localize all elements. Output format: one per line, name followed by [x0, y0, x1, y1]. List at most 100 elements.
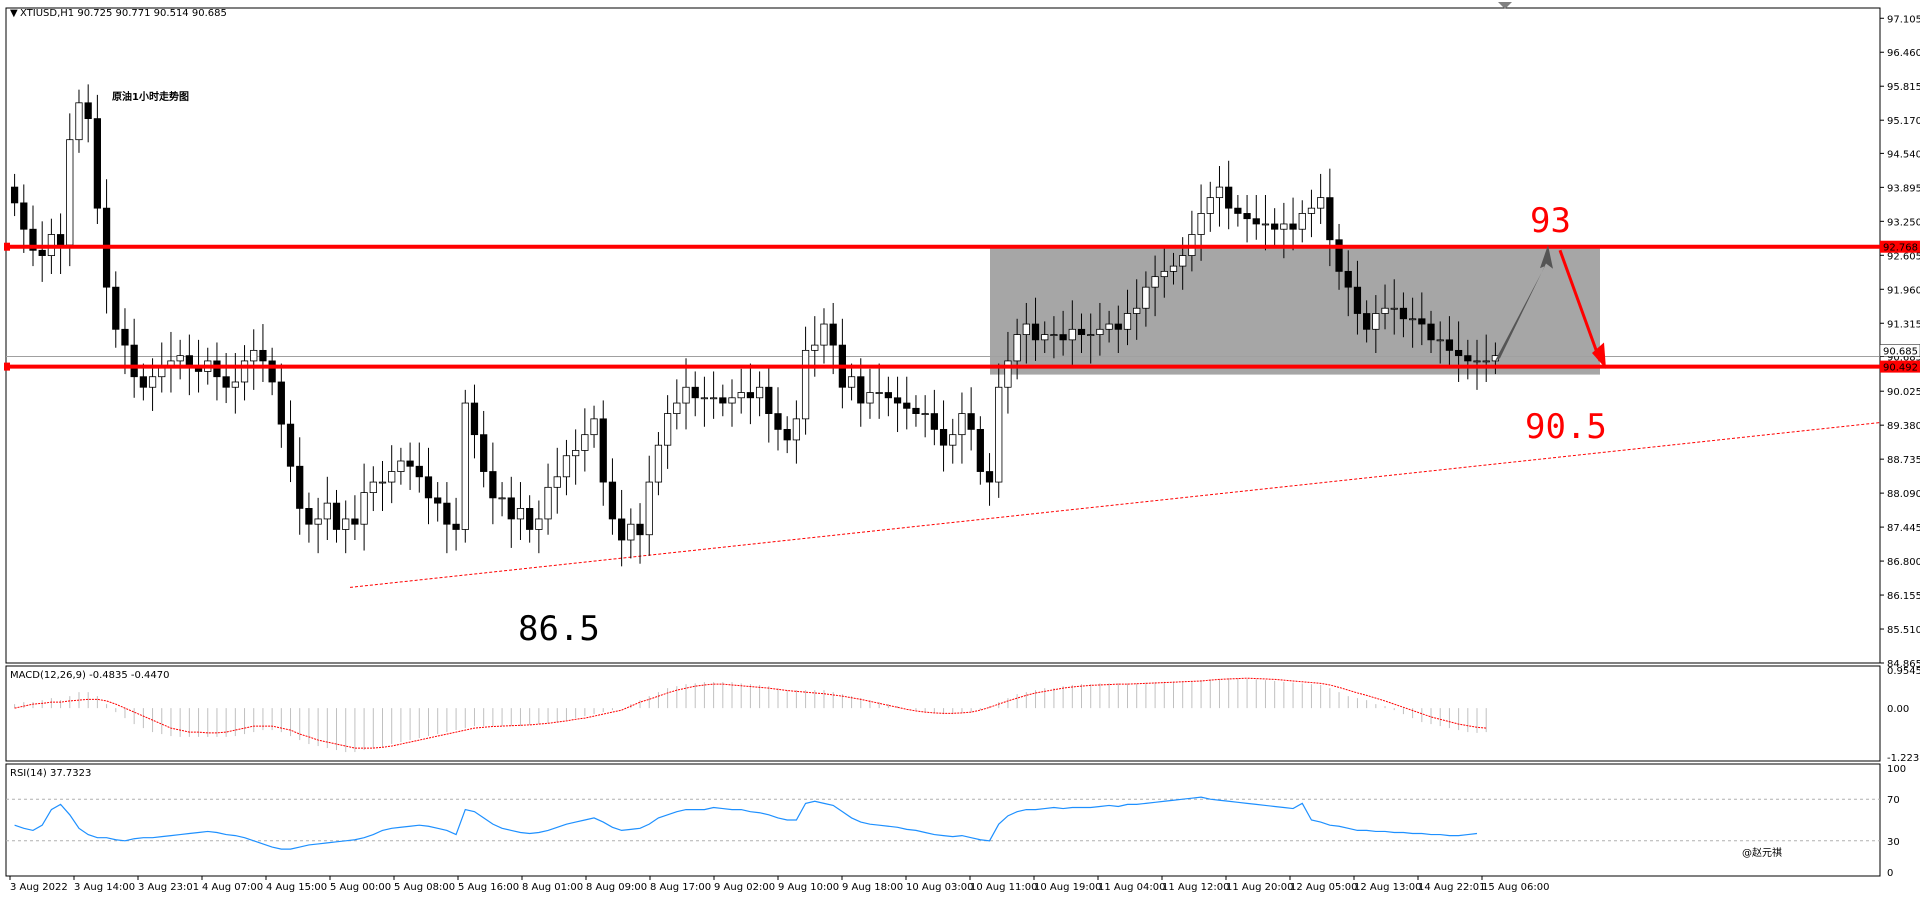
- current-price-tag-label: 90.685: [1883, 346, 1918, 357]
- candle-body: [627, 523, 635, 541]
- macd-signal-line: [14, 677, 1487, 749]
- candle-body: [1243, 213, 1251, 220]
- time-tick-label: 10 Aug 03:00: [906, 882, 973, 893]
- price-tick-label: 85.510: [1887, 625, 1920, 636]
- candle-body: [332, 502, 341, 530]
- price-tick-label: 89.380: [1887, 421, 1920, 432]
- candle-body: [1215, 186, 1224, 199]
- candle-body: [1197, 213, 1205, 235]
- candle-body: [976, 428, 984, 472]
- candle-body: [470, 402, 479, 436]
- candle-body: [461, 402, 469, 530]
- macd-tick-label: 0.00: [1887, 704, 1909, 715]
- time-tick-label: 3 Aug 23:01: [138, 882, 199, 893]
- candle-body: [847, 376, 856, 388]
- level-marker: [4, 362, 10, 371]
- rsi-panel: [5, 763, 1881, 877]
- range-zone: [990, 246, 1600, 375]
- candle-body: [1335, 239, 1343, 272]
- candle-body: [526, 508, 534, 530]
- candle-body: [958, 413, 966, 436]
- current-price-tag: [1879, 344, 1920, 357]
- candle-body: [1179, 255, 1187, 267]
- price-tick-label: 95.815: [1887, 82, 1920, 93]
- price-tick-label: 94.540: [1887, 149, 1920, 160]
- candle-body: [1298, 213, 1306, 230]
- price-tick-label: 88.735: [1887, 455, 1920, 466]
- candle-body: [581, 434, 589, 451]
- candle-body: [1261, 223, 1270, 226]
- rsi-tick-label: 70: [1887, 795, 1900, 806]
- candle-body: [369, 481, 377, 493]
- candle-body: [277, 381, 285, 425]
- candle-body: [636, 523, 644, 536]
- candle-body: [801, 349, 810, 420]
- candle-body: [397, 460, 405, 472]
- price-tick-label: 87.445: [1887, 523, 1920, 534]
- level-marker: [4, 242, 10, 251]
- time-tick-label: 5 Aug 00:00: [330, 882, 391, 893]
- candle-body: [709, 397, 718, 400]
- price-tick-label: 84.865: [1887, 659, 1920, 670]
- rsi-tick-label: 30: [1887, 837, 1900, 848]
- candle-body: [56, 234, 65, 246]
- candle-body: [388, 471, 396, 483]
- time-tick-label: 15 Aug 06:00: [1482, 882, 1549, 893]
- time-tick-label: 11 Aug 12:00: [1162, 882, 1229, 893]
- candle-body: [985, 471, 994, 483]
- time-tick-label: 3 Aug 14:00: [74, 882, 135, 893]
- candle-body: [231, 381, 239, 388]
- candle-body: [351, 518, 359, 525]
- price-tick-label: 86.155: [1887, 591, 1920, 602]
- candle-body: [1234, 207, 1242, 214]
- time-tick-label: 4 Aug 07:00: [202, 882, 263, 893]
- candle-body: [645, 481, 653, 536]
- candle-body: [1344, 270, 1352, 288]
- candle-body: [746, 392, 755, 399]
- candle-body: [765, 386, 773, 414]
- price-tick-label: 93.895: [1887, 183, 1920, 194]
- candle-body: [1151, 276, 1159, 288]
- level-price-tag-label: 92.768: [1883, 243, 1918, 254]
- candle-body: [240, 360, 249, 383]
- candle-body: [1041, 334, 1049, 341]
- candle-body: [112, 286, 120, 330]
- macd-tick-label: 0.9545: [1887, 666, 1920, 677]
- scroll-marker-icon[interactable]: [1498, 2, 1512, 9]
- candle-body: [774, 413, 782, 430]
- candle-body: [783, 428, 791, 441]
- price-tick-label: 95.170: [1887, 116, 1920, 127]
- candle-body: [553, 476, 561, 488]
- candle-body: [360, 492, 368, 525]
- candle-body: [75, 102, 83, 141]
- candle-body: [562, 455, 571, 478]
- candle-body: [599, 418, 607, 483]
- candle-body: [893, 397, 902, 404]
- time-tick-label: 9 Aug 10:00: [778, 882, 839, 893]
- candle-body: [489, 471, 497, 499]
- arrow-up-icon: [1495, 245, 1553, 361]
- candle-body: [884, 392, 892, 399]
- candle-body: [1390, 307, 1398, 310]
- candle-body: [1427, 323, 1435, 341]
- annotation-86-5: 86.5: [518, 609, 600, 649]
- candle-body: [535, 518, 543, 530]
- candle-body: [1454, 349, 1463, 357]
- candle-body: [434, 497, 442, 504]
- candle-body: [967, 413, 975, 430]
- candle-body: [544, 486, 552, 520]
- annotation-93: 93: [1530, 201, 1571, 241]
- candle-body: [866, 392, 874, 404]
- symbol-header: XTIUSD,H1 90.725 90.771 90.514 90.685: [20, 8, 227, 19]
- price-tick-label: 90.025: [1887, 387, 1920, 398]
- candle-body: [176, 355, 184, 362]
- time-tick-label: 9 Aug 02:00: [714, 882, 775, 893]
- price-tick-label: 91.960: [1887, 285, 1920, 296]
- rsi-line: [14, 796, 1478, 850]
- time-tick-label: 5 Aug 08:00: [394, 882, 455, 893]
- candle-body: [1409, 318, 1417, 321]
- candle-body: [1473, 360, 1481, 363]
- candle-body: [921, 413, 929, 415]
- time-tick-label: 8 Aug 09:00: [586, 882, 647, 893]
